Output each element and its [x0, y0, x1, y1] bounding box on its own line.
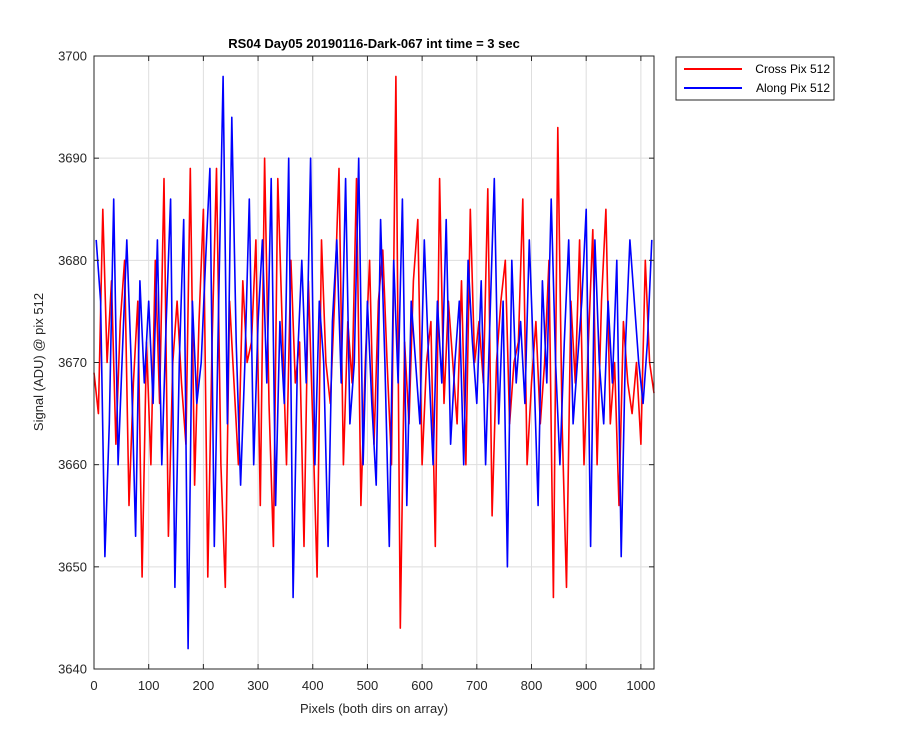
y-tick-label: 3670 [58, 355, 87, 370]
series-line-along-pix-512 [95, 75, 653, 650]
legend-box [675, 56, 835, 101]
x-tick-label: 300 [247, 678, 269, 693]
x-tick-label: 800 [521, 678, 543, 693]
y-tick-label: 3680 [58, 253, 87, 268]
x-tick-label: 900 [575, 678, 597, 693]
x-tick-labels: 0 100 200 300 400 500 600 700 800 900 1000 [90, 678, 655, 693]
legend: Cross Pix 512 Along Pix 512 [675, 56, 835, 101]
y-tick-label: 3660 [58, 457, 87, 472]
y-tick-label: 3690 [58, 151, 87, 166]
x-tick-label: 400 [302, 678, 324, 693]
y-tick-label: 3650 [58, 559, 87, 574]
x-tick-label: 200 [193, 678, 215, 693]
chart-title: RS04 Day05 20190116-Dark-067 int time = … [228, 36, 520, 51]
x-tick-label: 700 [466, 678, 488, 693]
y-tick-label: 3700 [58, 49, 87, 64]
x-tick-label: 0 [90, 678, 97, 693]
tick-marks [93, 55, 654, 670]
legend-label-along: Along Pix 512 [756, 81, 830, 95]
y-axis-label: Signal (ADU) @ pix 512 [31, 293, 46, 431]
x-tick-label: 1000 [626, 678, 655, 693]
x-tick-label: 100 [138, 678, 160, 693]
y-tick-label: 3640 [58, 662, 87, 677]
y-tick-labels: 3640 3650 3660 3670 3680 3690 3700 [58, 49, 87, 677]
x-axis-label: Pixels (both dirs on array) [300, 701, 448, 716]
x-tick-label: 600 [411, 678, 433, 693]
legend-label-cross: Cross Pix 512 [755, 62, 830, 76]
series-layer [93, 75, 655, 650]
x-tick-label: 500 [357, 678, 379, 693]
